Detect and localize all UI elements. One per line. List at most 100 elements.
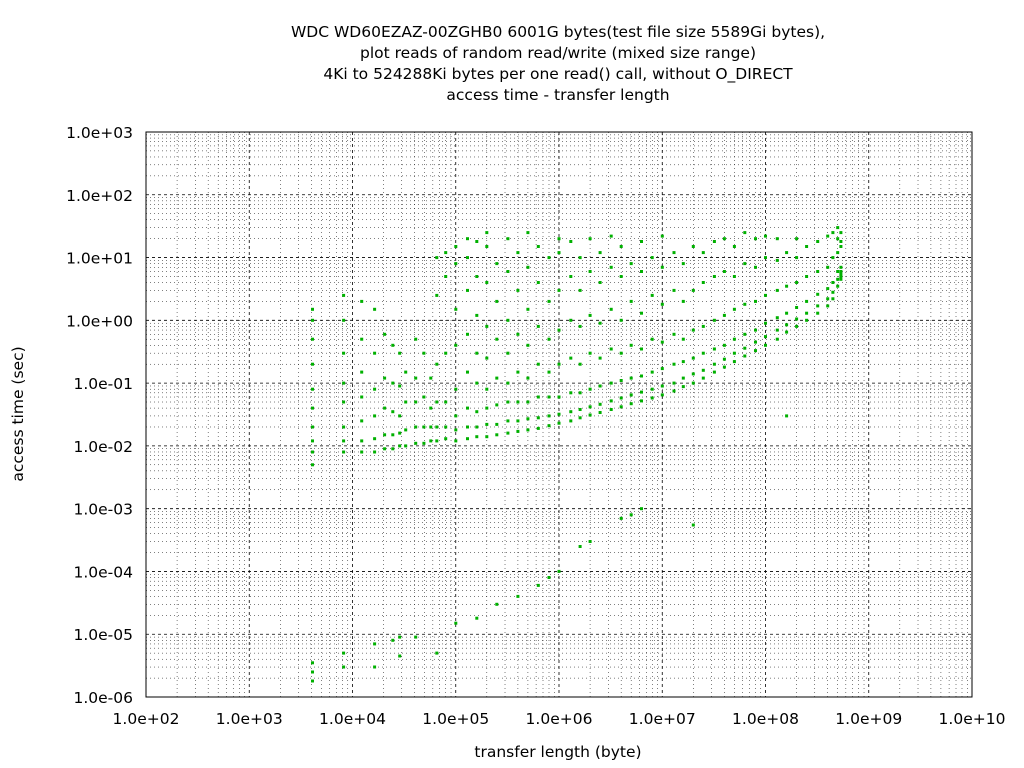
data-point xyxy=(485,231,489,235)
data-point xyxy=(391,638,395,642)
data-point xyxy=(466,237,469,241)
data-point xyxy=(795,256,799,260)
data-point xyxy=(578,416,582,420)
data-point xyxy=(588,413,592,417)
data-point xyxy=(342,425,346,429)
data-point xyxy=(672,332,676,336)
data-point xyxy=(429,439,433,443)
data-point xyxy=(495,403,499,407)
data-point xyxy=(722,357,726,361)
data-point xyxy=(506,270,510,273)
data-point xyxy=(398,635,402,639)
data-point xyxy=(712,347,716,351)
data-point xyxy=(475,425,479,429)
data-point xyxy=(578,545,582,548)
data-point xyxy=(414,376,418,380)
data-point xyxy=(588,540,592,543)
data-point xyxy=(435,400,439,404)
data-point xyxy=(660,234,664,238)
data-point xyxy=(422,351,426,355)
data-point xyxy=(775,258,779,262)
title-line-2: plot reads of random read/write (mixed s… xyxy=(360,44,756,62)
data-point xyxy=(536,362,540,366)
data-point xyxy=(495,337,499,341)
data-point xyxy=(775,328,779,332)
data-point xyxy=(557,412,561,416)
data-point xyxy=(429,425,433,429)
data-point xyxy=(360,439,364,443)
data-point xyxy=(672,362,676,366)
data-point xyxy=(435,293,439,297)
data-point xyxy=(444,437,448,441)
data-point xyxy=(629,402,633,406)
data-point xyxy=(311,337,314,341)
data-point xyxy=(414,425,418,429)
data-point xyxy=(826,287,830,291)
data-point xyxy=(569,419,573,423)
data-point xyxy=(373,665,377,669)
data-point xyxy=(398,654,402,658)
data-point xyxy=(391,381,395,385)
data-point xyxy=(526,376,530,380)
data-point xyxy=(650,337,654,341)
data-point xyxy=(598,384,602,388)
data-point xyxy=(435,651,439,655)
data-point xyxy=(398,444,402,448)
data-point xyxy=(805,318,809,322)
data-point xyxy=(311,387,314,391)
data-point xyxy=(754,299,757,303)
x-tick-label: 1.0e+09 xyxy=(835,710,902,728)
data-point xyxy=(444,275,448,278)
data-point xyxy=(836,277,840,281)
data-point xyxy=(454,343,458,347)
data-point xyxy=(681,337,685,341)
data-point xyxy=(422,425,426,429)
data-point xyxy=(743,332,747,336)
data-point xyxy=(506,419,510,423)
data-point xyxy=(839,272,843,276)
data-point xyxy=(588,313,592,317)
data-point xyxy=(557,328,561,332)
title-line-4: access time - transfer length xyxy=(446,86,669,104)
data-point xyxy=(619,405,623,409)
x-tick-label: 1.0e+06 xyxy=(526,710,593,728)
data-point xyxy=(598,411,602,414)
data-point xyxy=(383,447,387,451)
data-point xyxy=(526,307,530,311)
data-point xyxy=(691,523,695,527)
data-point xyxy=(444,351,448,355)
data-point xyxy=(422,441,426,445)
data-point xyxy=(429,376,433,380)
y-tick-label: 1.0e-05 xyxy=(73,626,133,644)
data-point xyxy=(650,370,654,374)
data-point xyxy=(609,234,613,238)
y-tick-label: 1.0e+00 xyxy=(66,312,133,330)
data-point xyxy=(619,396,623,400)
data-point xyxy=(660,265,664,269)
data-point xyxy=(785,311,789,315)
data-point xyxy=(516,429,520,433)
data-point xyxy=(660,393,664,397)
data-point xyxy=(681,262,685,266)
data-point xyxy=(672,389,676,393)
data-point xyxy=(422,395,426,399)
data-point xyxy=(506,381,510,385)
data-point xyxy=(839,240,843,243)
data-point xyxy=(691,381,695,385)
data-point xyxy=(311,318,314,322)
data-point xyxy=(764,321,767,325)
data-point xyxy=(588,351,592,355)
data-point xyxy=(795,306,799,309)
data-point xyxy=(495,422,499,426)
data-point xyxy=(640,240,643,243)
data-point xyxy=(578,391,582,395)
data-point xyxy=(547,299,551,303)
data-point xyxy=(475,275,479,278)
data-point xyxy=(444,425,448,429)
data-point xyxy=(466,256,469,260)
data-point xyxy=(475,616,479,620)
data-point xyxy=(831,231,835,235)
data-point xyxy=(826,297,830,301)
data-point xyxy=(578,256,582,260)
data-point xyxy=(732,351,736,355)
